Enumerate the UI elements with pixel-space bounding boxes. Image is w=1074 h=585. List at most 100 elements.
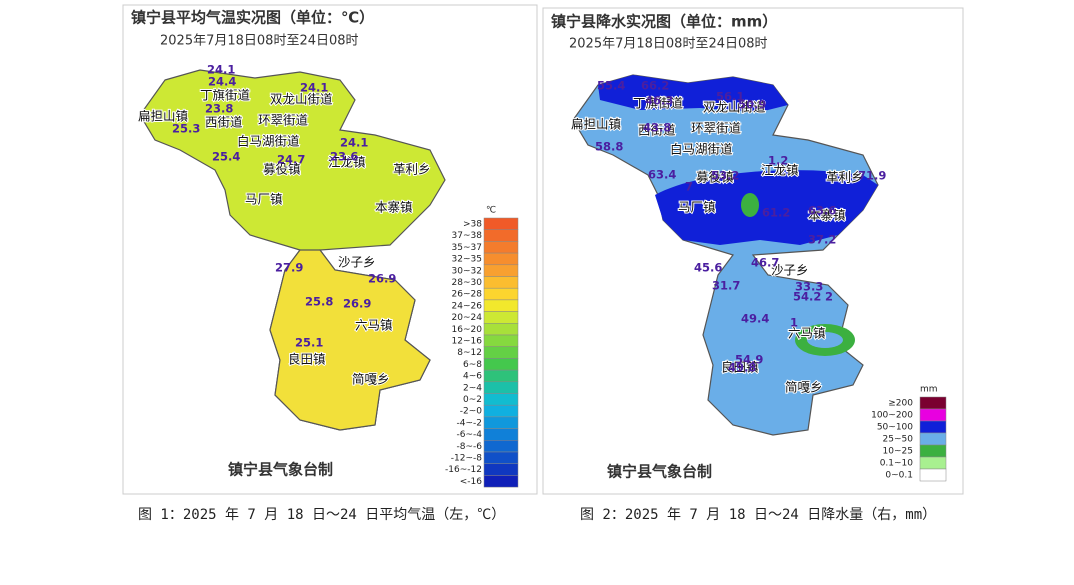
station-value: 37.2 [808,233,836,247]
legend-swatch [919,396,947,410]
station-value: 25.1 [295,336,323,350]
place-name: 良田镇 [288,352,326,367]
legend-label: 0~0.1 [885,471,913,481]
station-value: 24.1 [300,81,328,95]
place-name: 扁担山镇 [138,109,188,124]
place-name: 西街道 [638,123,676,138]
legend-label: -8~-6 [457,442,483,452]
place-name: 简嘎乡 [352,372,390,387]
place-name: 本寨镇 [375,200,413,215]
place-name: 沙子乡 [771,263,809,278]
legend-label: 8~12 [457,348,482,358]
place-name: 募役镇 [263,162,301,177]
station-value: 63.6 [808,204,836,218]
station-value: 7 [685,180,693,194]
legend-label: 10~25 [883,447,913,457]
legend-swatch [483,241,519,254]
place-name: 白马湖街道 [670,142,733,157]
place-name: 六马镇 [788,326,826,341]
legend-label: 20~24 [452,313,483,323]
station-value: 66.2 [641,79,669,93]
credit: 镇宁县气象台制 [607,463,712,481]
legend-label: 30~32 [452,266,482,276]
station-value: 31.7 [712,279,740,293]
station-value: 71.9 [858,169,886,183]
legend-swatch [483,217,519,230]
legend-label: 12~16 [452,337,483,347]
credit: 镇宁县气象台制 [228,461,333,479]
station-value: 53.2 [711,169,739,183]
title: 镇宁县平均气温实况图（单位：℃） [131,9,374,27]
station-value: 24.1 [340,136,368,150]
title: 镇宁县降水实况图（单位：mm） [551,13,777,31]
place-name: 江龙镇 [761,163,799,178]
legend-label: 4~6 [463,372,482,382]
place-name: 西街道 [205,115,243,130]
legend-label: 16~20 [452,325,483,335]
place-name: 马厂镇 [678,200,716,215]
legend-swatch [483,346,519,359]
place-name: 简嘎乡 [785,380,823,395]
place-name: 募役镇 [696,170,734,185]
place-name: 马厂镇 [245,192,283,207]
legend-swatch [483,358,519,371]
station-value: 26.9 [368,272,396,286]
legend-swatch [483,252,519,266]
light-zone-2 [741,193,759,217]
station-value: 25.3 [172,122,200,136]
legend-swatch [919,408,947,422]
station-value: 56.1 [716,90,744,104]
legend-swatch [483,393,519,406]
station-value: 55.4 [597,79,625,93]
station-value: 25.4 [212,150,240,164]
station-value: 49.4 [741,312,769,326]
station-value: 24.1 [207,63,235,77]
legend-swatch [919,432,947,446]
legend-swatch [483,416,519,429]
station-value: 54.2 [793,290,821,304]
legend-swatch [483,463,519,476]
rain-map [572,74,879,436]
place-name: 环翠街道 [691,121,742,136]
station-value: 54.9 [735,353,763,367]
legend-label: 100~200 [871,411,913,421]
legend-label: 26~28 [452,290,483,300]
legend-swatch [483,264,519,277]
heavy-zone [655,170,878,245]
caption: 图 1：2025 年 7 月 18 日～24 日平均气温（左，℃） [138,507,505,523]
legend-swatch [919,444,947,458]
legend-label: 6~8 [463,360,482,370]
station-value: 2 [825,290,833,304]
legend-swatch [919,468,947,482]
legend-label: ≥200 [888,399,913,409]
place-name: 革利乡 [393,162,431,177]
station-value: 58.8 [595,140,623,154]
legend-swatch [483,334,519,347]
legend-unit: ℃ [486,206,496,216]
warm-zone [269,249,431,431]
place-name: 白马湖街道 [237,134,300,149]
heavy-zone-north [598,75,788,112]
subtitle: 2025年7月18日08时至24日08时 [569,37,768,52]
station-value: 33.3 [795,280,823,294]
legend-swatch [483,323,519,336]
station-value: 1.2 [768,154,788,168]
legend-label: -12~-8 [451,454,482,464]
legend-swatch [483,404,519,418]
station-value: 27.9 [275,261,303,275]
place-name: 双龙山街道 [270,92,333,107]
legend-swatch [483,229,519,242]
place-name: 江龙镇 [328,155,366,170]
place-name: 扁担山镇 [571,117,621,132]
legend-swatch [483,311,519,324]
place-name: 革利乡 [826,170,864,185]
place-name: 环翠街道 [258,113,309,128]
station-value: 46.7 [751,256,779,270]
station-value: 61.2 [762,206,790,220]
light-zone-core [807,332,843,348]
legend-label: 0.1~10 [880,459,914,469]
legend-label: 37~38 [452,231,483,241]
legend-label: -4~-2 [457,418,483,428]
station-value: 46.3 [645,94,673,108]
station-value: 45.6 [694,261,722,275]
